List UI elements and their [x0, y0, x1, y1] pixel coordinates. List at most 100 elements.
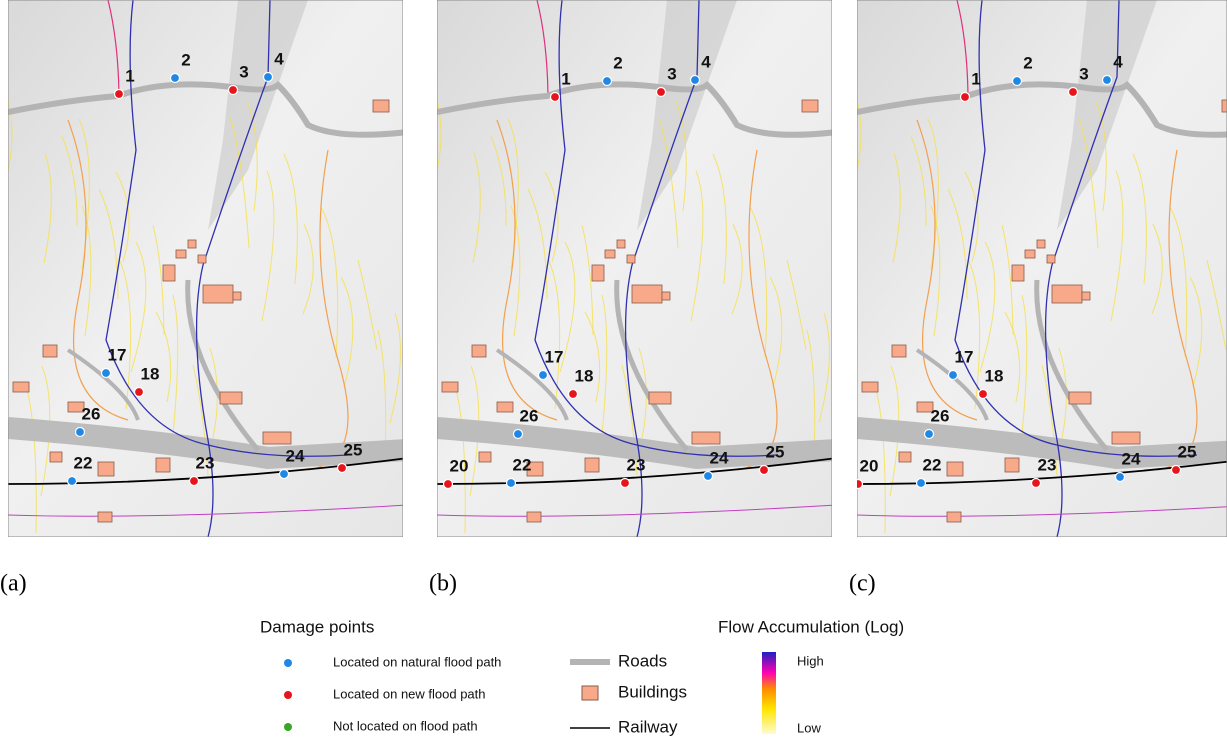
point-label: 3: [667, 64, 676, 83]
building: [472, 345, 486, 357]
point-label: 4: [274, 49, 284, 68]
building: [592, 265, 604, 281]
damage-point: [854, 480, 863, 489]
building: [13, 382, 29, 392]
point-label: 1: [971, 69, 980, 88]
legend-title: Flow Accumulation (Log): [718, 617, 904, 636]
building: [1082, 292, 1090, 300]
building: [1069, 392, 1091, 404]
building: [649, 392, 671, 404]
building: [627, 255, 635, 263]
point-label: 25: [766, 442, 785, 461]
damage-point: [280, 470, 289, 479]
damage-point: [539, 371, 548, 380]
damage-point: [338, 464, 347, 473]
building: [373, 100, 389, 112]
damage-point: [691, 76, 700, 85]
damage-point: [760, 466, 769, 475]
damage-point: [1069, 88, 1078, 97]
point-label: 1: [125, 66, 134, 85]
legend-label: Located on natural flood path: [333, 654, 501, 669]
point-label: 20: [860, 456, 879, 475]
building: [203, 285, 233, 303]
damage-point: [102, 369, 111, 378]
point-label: 23: [627, 455, 646, 474]
damage-point: [603, 77, 612, 86]
point-label: 18: [141, 364, 160, 383]
panel-label: (a): [0, 571, 27, 597]
damage-point: [569, 390, 578, 399]
damage-point: [1013, 77, 1022, 86]
building: [1025, 250, 1035, 258]
building: [899, 452, 911, 462]
damage-point: [621, 479, 630, 488]
building: [527, 512, 541, 522]
legend: Damage points Flow Accumulation (Log) Ro…: [260, 617, 904, 736]
damage-point: [1032, 479, 1041, 488]
building: [1052, 285, 1082, 303]
building: [1037, 240, 1045, 248]
building: [479, 452, 491, 462]
point-label: 3: [239, 62, 248, 81]
point-label: 18: [575, 366, 594, 385]
building: [617, 240, 625, 248]
legend-label: Located on new flood path: [333, 686, 486, 701]
building: [98, 512, 112, 522]
point-label: 24: [710, 448, 729, 467]
figure: 1234171826222324251234171826202223242512…: [0, 0, 1227, 751]
damage-point: [514, 430, 523, 439]
legend-dot: [284, 723, 292, 731]
point-label: 2: [613, 53, 622, 72]
building: [605, 250, 615, 258]
damage-point: [961, 93, 970, 102]
damage-point: [444, 480, 453, 489]
buildings-swatch: [582, 686, 598, 700]
panel-label: (c): [849, 571, 876, 597]
damage-point: [115, 90, 124, 99]
building: [176, 250, 186, 258]
legend-label: High: [797, 653, 824, 668]
damage-point: [979, 390, 988, 399]
point-label: 24: [286, 446, 305, 465]
legend-label: Not located on flood path: [333, 718, 478, 733]
legend-dot: [284, 659, 292, 667]
point-label: 3: [1079, 64, 1088, 83]
point-label: 26: [520, 406, 539, 425]
building: [692, 432, 720, 444]
damage-point: [507, 479, 516, 488]
legend-label: Low: [797, 720, 821, 735]
damage-point: [190, 477, 199, 486]
damage-point: [229, 86, 238, 95]
building: [1047, 255, 1055, 263]
point-label: 20: [450, 456, 469, 475]
building: [947, 462, 963, 476]
damage-point: [264, 73, 273, 82]
building: [163, 265, 175, 281]
legend-label: Buildings: [618, 682, 687, 701]
damage-point: [551, 93, 560, 102]
building: [1012, 265, 1024, 281]
building: [802, 100, 818, 112]
legend-dot: [284, 691, 292, 699]
building: [632, 285, 662, 303]
point-label: 4: [1113, 52, 1123, 71]
damage-point: [1116, 473, 1125, 482]
damage-point: [76, 428, 85, 437]
panel-label: (b): [429, 571, 457, 597]
damage-point: [949, 371, 958, 380]
point-label: 22: [923, 455, 942, 474]
point-label: 26: [82, 404, 101, 423]
damage-point: [917, 479, 926, 488]
building: [892, 345, 906, 357]
point-label: 24: [1122, 449, 1141, 468]
point-label: 2: [181, 50, 190, 69]
building: [662, 292, 670, 300]
damage-point: [657, 88, 666, 97]
building: [233, 292, 241, 300]
legend-label: Roads: [618, 651, 667, 670]
building: [585, 458, 599, 472]
point-label: 2: [1023, 53, 1032, 72]
point-label: 4: [701, 52, 711, 71]
building: [1222, 100, 1227, 112]
point-label: 25: [1178, 442, 1197, 461]
